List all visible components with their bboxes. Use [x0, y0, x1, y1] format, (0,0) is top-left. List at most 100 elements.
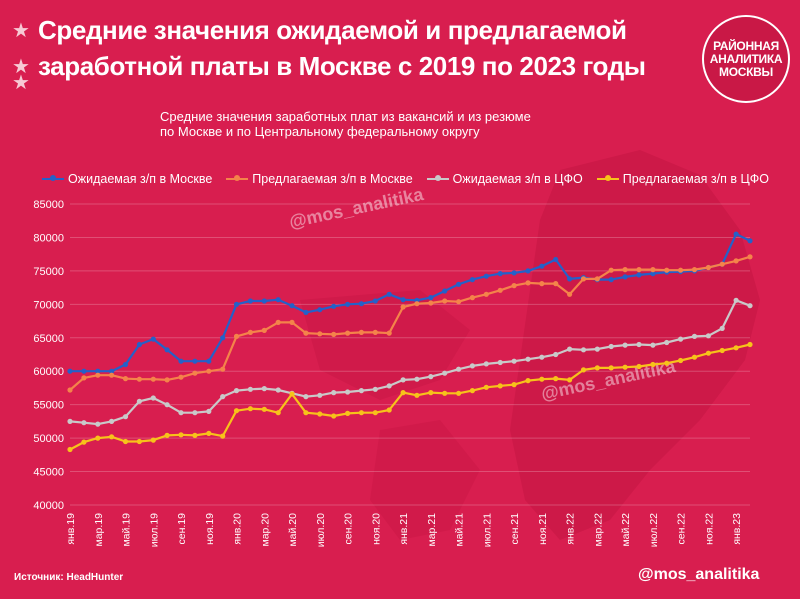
star-icon: ★: [12, 70, 30, 94]
data-point: [289, 303, 295, 309]
data-point: [372, 329, 378, 335]
data-point: [497, 271, 503, 277]
data-point: [233, 301, 240, 307]
data-point: [164, 402, 170, 408]
y-tick-label: 80000: [33, 232, 64, 244]
data-point: [511, 382, 517, 388]
x-tick-label: ноя.20: [370, 513, 382, 545]
data-point: [414, 392, 420, 398]
data-point: [594, 346, 600, 352]
data-point: [442, 390, 448, 396]
channel-handle: @mos_analitika: [638, 566, 760, 583]
data-point: [220, 394, 226, 400]
data-point: [497, 383, 503, 389]
x-tick-label: ноя.22: [703, 513, 715, 545]
data-point: [539, 263, 545, 269]
data-point: [400, 390, 406, 396]
data-point: [511, 283, 517, 289]
data-point: [81, 375, 87, 381]
data-point: [150, 336, 156, 342]
y-tick-label: 65000: [33, 333, 64, 345]
data-point: [275, 410, 281, 416]
data-point: [67, 418, 73, 424]
data-point: [331, 390, 337, 396]
x-tick-label: янв.21: [398, 513, 410, 545]
data-point: [109, 418, 115, 424]
data-point: [275, 319, 281, 325]
data-point: [553, 376, 559, 382]
data-point: [275, 387, 281, 393]
data-point: [303, 410, 309, 416]
data-point: [456, 281, 462, 287]
data-point: [331, 331, 337, 337]
data-point: [636, 272, 642, 278]
data-point: [358, 388, 364, 394]
data-point: [178, 432, 184, 438]
data-point: [400, 297, 406, 303]
data-point: [442, 370, 448, 376]
data-point: [220, 335, 226, 341]
data-point: [567, 291, 573, 297]
data-point: [81, 368, 87, 374]
data-point: [303, 309, 309, 315]
data-point: [678, 336, 684, 342]
y-tick-label: 70000: [33, 299, 64, 311]
data-point: [664, 267, 670, 273]
data-point: [164, 432, 170, 438]
data-point: [664, 339, 670, 346]
series-line-1: [69, 255, 751, 391]
data-point: [122, 376, 129, 382]
x-tick-label: сен.21: [509, 513, 521, 545]
data-point: [206, 358, 212, 364]
data-point: [136, 438, 142, 445]
data-point: [650, 361, 656, 368]
data-point: [345, 410, 351, 416]
data-point: [456, 366, 462, 372]
data-point: [428, 374, 434, 380]
data-point: [733, 297, 739, 303]
data-point: [247, 298, 253, 304]
data-point: [109, 434, 115, 440]
data-point: [386, 407, 392, 413]
data-point: [303, 394, 309, 400]
x-tick-label: янв.22: [565, 513, 577, 545]
x-tick-label: сен.20: [343, 513, 355, 545]
data-point: [67, 387, 73, 393]
data-point: [414, 376, 420, 382]
data-point: [691, 333, 698, 339]
data-point: [136, 341, 142, 348]
data-point: [497, 287, 503, 293]
x-tick-label: янв.20: [232, 513, 244, 545]
data-point: [136, 376, 142, 382]
title-line-3: ★: [12, 72, 702, 98]
data-point: [456, 299, 462, 305]
data-point: [136, 398, 142, 404]
data-point: [178, 358, 184, 364]
data-point: [358, 329, 364, 335]
data-point: [636, 267, 642, 273]
data-point: [428, 390, 434, 396]
data-point: [331, 413, 337, 419]
data-point: [664, 360, 670, 366]
data-point: [178, 374, 184, 380]
legend-swatch: [426, 175, 449, 181]
data-point: [122, 414, 129, 420]
data-point: [317, 411, 323, 417]
data-point: [428, 300, 434, 306]
y-tick-label: 50000: [33, 433, 64, 445]
data-point: [220, 433, 226, 439]
data-point: [622, 364, 628, 370]
legend-label: Ожидаемая з/п в ЦФО: [452, 172, 583, 186]
data-point: [122, 361, 129, 368]
data-point: [483, 361, 489, 367]
x-tick-label: май.22: [620, 513, 632, 547]
series-line-2: [69, 299, 751, 426]
data-point: [691, 354, 698, 360]
data-point: [220, 366, 226, 372]
data-point: [95, 435, 101, 441]
data-point: [483, 291, 489, 297]
data-point: [525, 268, 531, 274]
data-point: [317, 307, 323, 313]
data-point: [261, 298, 267, 304]
x-tick-label: ноя.21: [537, 513, 549, 545]
